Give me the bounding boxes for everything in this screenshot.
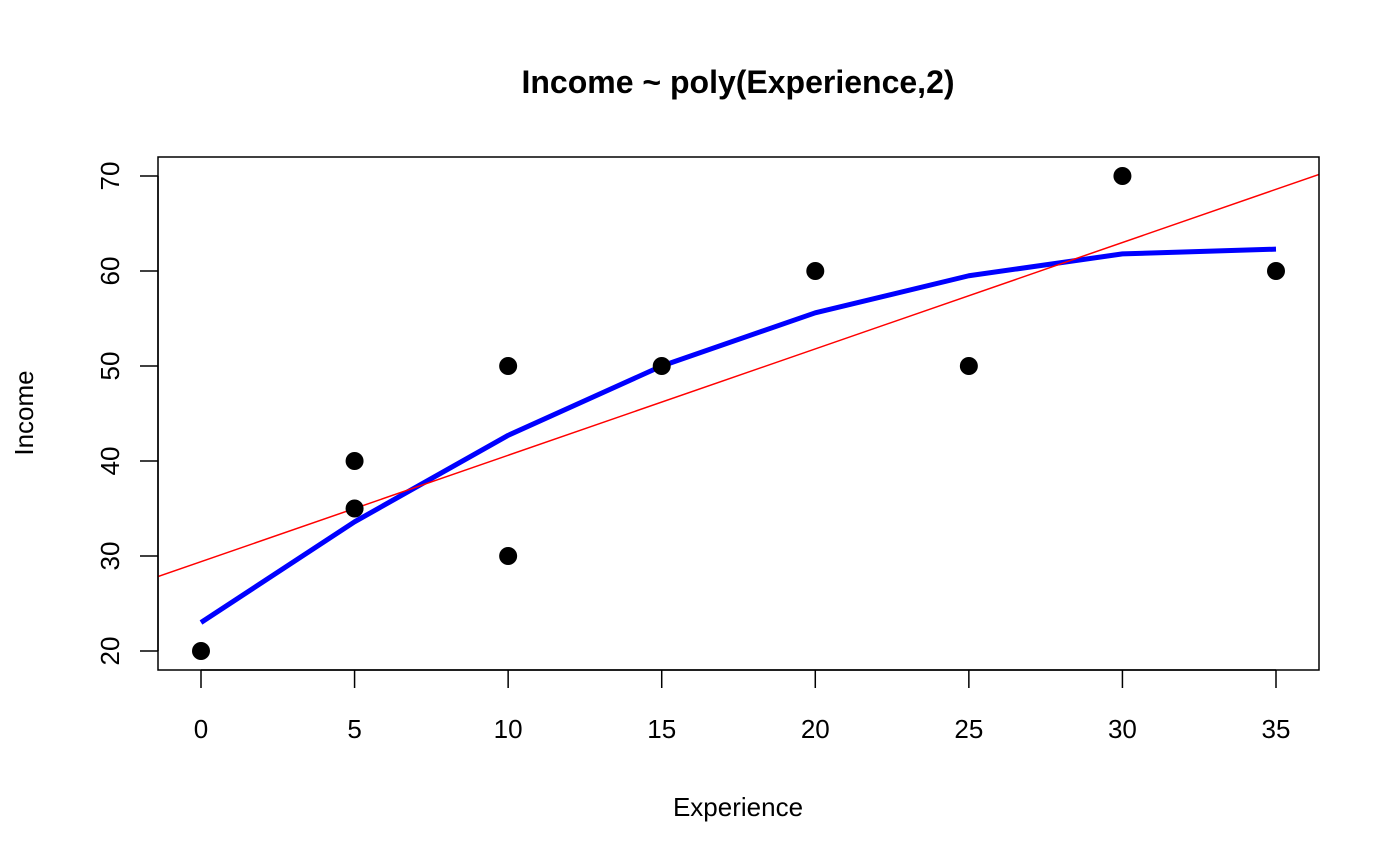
data-point: [345, 452, 364, 470]
y-axis-label: Income: [9, 370, 39, 455]
x-tick-label: 20: [801, 714, 830, 744]
data-point: [499, 357, 518, 375]
data-point: [499, 547, 518, 565]
x-tick-label: 35: [1262, 714, 1291, 744]
data-point: [1267, 262, 1285, 280]
plot-area: 0 5 10 15 20 25 30 35 20 30 40 50 60 70: [95, 156, 1320, 744]
y-tick-label: 70: [95, 162, 125, 191]
data-point: [959, 357, 978, 375]
y-tick-label: 20: [95, 637, 125, 666]
data-point: [652, 357, 671, 375]
data-point: [192, 642, 210, 660]
x-tick-label: 10: [494, 714, 523, 744]
y-tick-label: 60: [95, 257, 125, 286]
data-point: [1113, 167, 1132, 185]
y-tick-label: 40: [95, 447, 125, 476]
plot-frame: [157, 156, 1320, 671]
data-point: [345, 499, 364, 518]
polynomial-fit-line: [199, 246, 1277, 625]
chart-title: Income ~ poly(Experience,2): [521, 64, 954, 100]
x-tick-label: 15: [647, 714, 676, 744]
x-axis-label: Experience: [673, 792, 803, 822]
linear-fit-line: [158, 173, 1319, 578]
y-tick-label: 30: [95, 542, 125, 571]
data-point: [806, 262, 825, 280]
x-tick-label: 0: [194, 714, 208, 744]
x-tick-label: 25: [954, 714, 983, 744]
y-tick-label: 50: [95, 352, 125, 381]
x-tick-label: 5: [347, 714, 361, 744]
x-tick-label: 30: [1108, 714, 1137, 744]
